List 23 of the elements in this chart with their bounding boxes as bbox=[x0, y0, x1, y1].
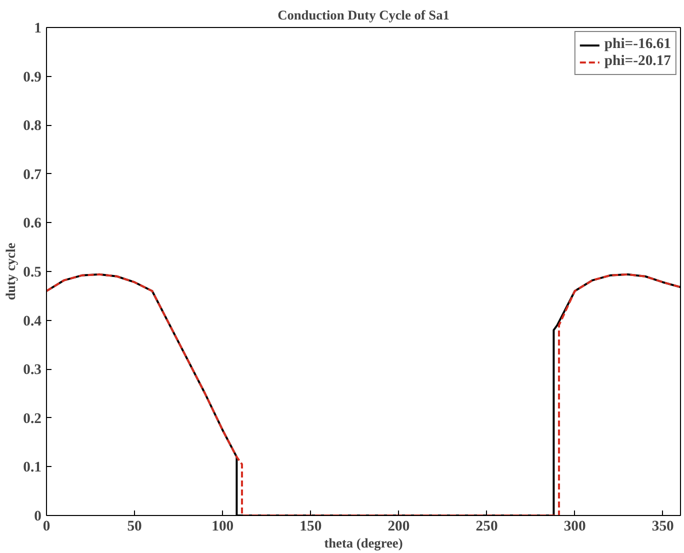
y-axis-title: duty cycle bbox=[3, 242, 18, 300]
y-tick-label: 0.7 bbox=[23, 166, 42, 183]
x-tick-label: 100 bbox=[212, 518, 234, 534]
y-tick-label: 0.3 bbox=[23, 362, 42, 378]
y-tick-label: 0.4 bbox=[23, 313, 42, 330]
x-tick-label: 250 bbox=[476, 518, 498, 534]
x-tick-label: 150 bbox=[300, 518, 322, 534]
y-tick-label: 0.2 bbox=[23, 410, 42, 427]
legend-label: phi=-16.61 bbox=[604, 36, 671, 53]
y-tick-label: 0.8 bbox=[23, 118, 42, 134]
y-tick-label: 0.9 bbox=[23, 69, 42, 86]
x-tick-label: 300 bbox=[564, 518, 586, 534]
x-axis-title: theta (degree) bbox=[324, 536, 403, 550]
y-tick-label: 1 bbox=[34, 20, 42, 36]
x-tick-label: 350 bbox=[652, 518, 674, 534]
y-tick-label: 0.5 bbox=[23, 264, 42, 280]
y-tick-label: 0.6 bbox=[23, 216, 42, 232]
y-tick-label: 0.1 bbox=[23, 460, 42, 476]
chart-title: Conduction Duty Cycle of Sa1 bbox=[278, 8, 450, 22]
x-tick-label: 200 bbox=[388, 518, 410, 534]
x-tick-label: 50 bbox=[127, 518, 142, 534]
legend-label: phi=-20.17 bbox=[604, 53, 671, 70]
y-tick-label: 0 bbox=[34, 508, 42, 524]
